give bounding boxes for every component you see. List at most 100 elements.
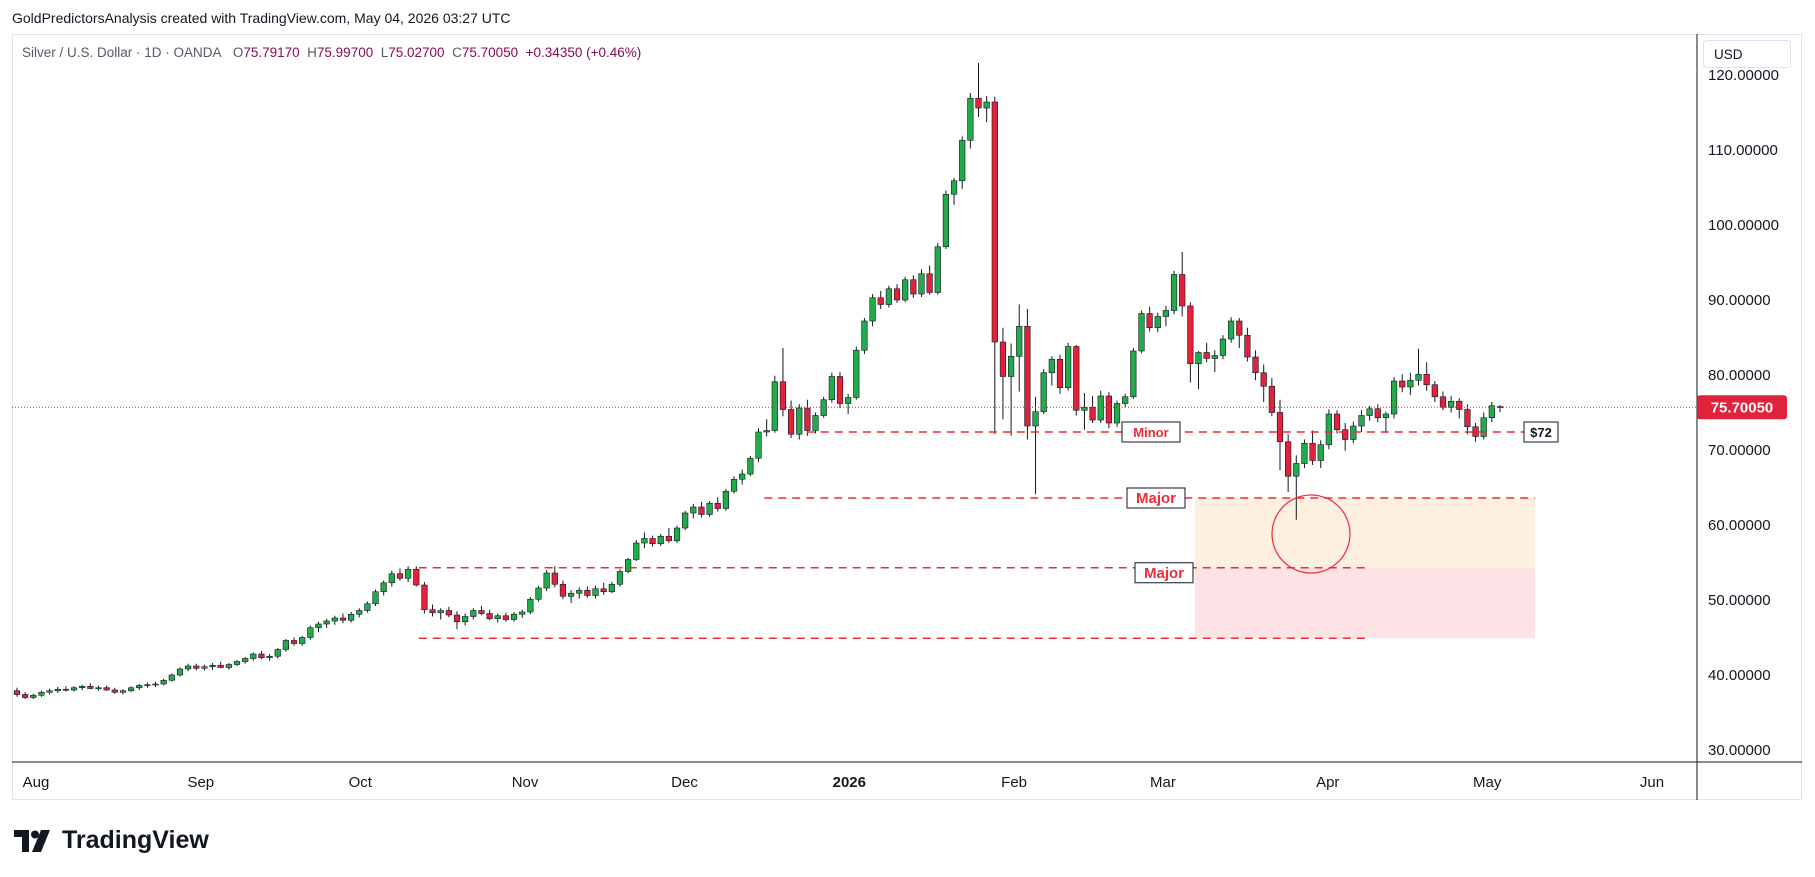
candle-body bbox=[323, 620, 330, 625]
candle bbox=[633, 540, 640, 561]
candle-body bbox=[1333, 413, 1341, 431]
candle-body bbox=[1276, 412, 1284, 443]
open-label: O bbox=[232, 45, 244, 60]
candle bbox=[1488, 402, 1495, 423]
candle-body bbox=[1285, 441, 1292, 477]
candle bbox=[380, 580, 387, 596]
candle-body bbox=[62, 688, 69, 691]
candle-body bbox=[527, 598, 534, 613]
change-value: +0.34350 (+0.46%) bbox=[525, 45, 642, 60]
level-label[interactable]: Major bbox=[1126, 487, 1186, 509]
candle bbox=[1146, 306, 1153, 332]
candle-body bbox=[1016, 325, 1023, 357]
level-labels-layer: Minor Major Major $72 bbox=[1121, 421, 1559, 584]
candle-body bbox=[396, 573, 404, 579]
candle-body bbox=[1244, 334, 1251, 358]
candle bbox=[942, 190, 950, 249]
candle-body bbox=[665, 535, 672, 542]
candle bbox=[160, 678, 167, 686]
candle bbox=[1211, 350, 1218, 372]
candle-body bbox=[233, 661, 241, 665]
candle-body bbox=[1228, 320, 1235, 340]
candle bbox=[918, 269, 925, 297]
candle-body bbox=[551, 572, 558, 585]
candle bbox=[22, 692, 29, 699]
candle bbox=[1252, 350, 1259, 381]
candle bbox=[356, 608, 363, 618]
candle-body bbox=[918, 273, 925, 295]
candle bbox=[543, 570, 550, 591]
candle bbox=[1309, 430, 1316, 465]
candle-body bbox=[445, 610, 452, 616]
candle bbox=[1423, 362, 1430, 391]
candle-body bbox=[779, 381, 787, 410]
level-label[interactable]: Major bbox=[1134, 562, 1194, 584]
candle-body bbox=[804, 407, 811, 431]
candle bbox=[755, 428, 762, 462]
candle bbox=[144, 682, 151, 688]
level-label-text: Major bbox=[1144, 565, 1184, 582]
candle-body bbox=[796, 407, 803, 435]
currency-button[interactable]: USD bbox=[1703, 40, 1791, 68]
candle-body bbox=[315, 623, 322, 629]
level-label[interactable]: Minor bbox=[1121, 421, 1181, 443]
candle-body bbox=[282, 640, 289, 650]
candle bbox=[625, 558, 632, 573]
candle-body bbox=[535, 587, 542, 600]
candle bbox=[462, 613, 469, 626]
candle-body bbox=[1187, 305, 1194, 365]
candle-body bbox=[225, 664, 232, 668]
price-chart[interactable]: 120.00000 110.00000 100.00000 90.00000 80.00… bbox=[0, 0, 1815, 800]
candle-body bbox=[152, 683, 159, 686]
candle-body bbox=[437, 610, 444, 614]
candle bbox=[79, 684, 86, 690]
candle-body bbox=[209, 664, 216, 668]
symbol-name[interactable]: Silver / U.S. Dollar · 1D · OANDA bbox=[22, 45, 222, 60]
candle-body bbox=[576, 589, 583, 594]
candle bbox=[510, 612, 518, 622]
candle bbox=[1431, 381, 1438, 402]
candle-body bbox=[307, 627, 314, 638]
candle-body bbox=[38, 691, 45, 696]
candle bbox=[714, 497, 721, 512]
candle-body bbox=[1252, 356, 1259, 374]
candle bbox=[1097, 390, 1104, 423]
candle bbox=[1415, 348, 1422, 386]
candle-body bbox=[877, 297, 884, 305]
candle bbox=[372, 589, 379, 606]
candle bbox=[1260, 364, 1267, 402]
candle-body bbox=[1146, 313, 1153, 329]
candle-body bbox=[893, 288, 901, 301]
candle bbox=[763, 419, 770, 437]
candle bbox=[453, 611, 461, 630]
candle-body bbox=[1130, 350, 1137, 398]
level-price-tag[interactable]: $72 bbox=[1523, 421, 1559, 443]
candle bbox=[87, 683, 94, 690]
candle bbox=[1122, 393, 1129, 408]
candle bbox=[201, 664, 208, 671]
candle bbox=[706, 501, 713, 517]
candle bbox=[1448, 396, 1455, 413]
tradingview-logo[interactable]: TradingView bbox=[14, 826, 209, 855]
candle-body bbox=[510, 613, 518, 620]
candle-body bbox=[1081, 406, 1088, 411]
candle bbox=[299, 636, 306, 646]
candle bbox=[1105, 392, 1112, 429]
candle-body bbox=[584, 589, 591, 596]
candle-body bbox=[299, 637, 306, 644]
candle bbox=[739, 469, 746, 485]
candle bbox=[1170, 270, 1178, 315]
candle bbox=[445, 606, 452, 618]
candle-body bbox=[266, 655, 273, 659]
candle bbox=[388, 570, 395, 587]
candle-body bbox=[1431, 384, 1438, 398]
candle-body bbox=[600, 588, 607, 593]
candle bbox=[266, 654, 273, 661]
candle bbox=[910, 275, 917, 298]
candle-body bbox=[356, 610, 363, 615]
candle-body bbox=[1464, 409, 1471, 428]
candle-body bbox=[127, 687, 135, 692]
zones-layer bbox=[1194, 498, 1536, 639]
candle-body bbox=[103, 687, 110, 691]
candle-body bbox=[250, 653, 257, 659]
